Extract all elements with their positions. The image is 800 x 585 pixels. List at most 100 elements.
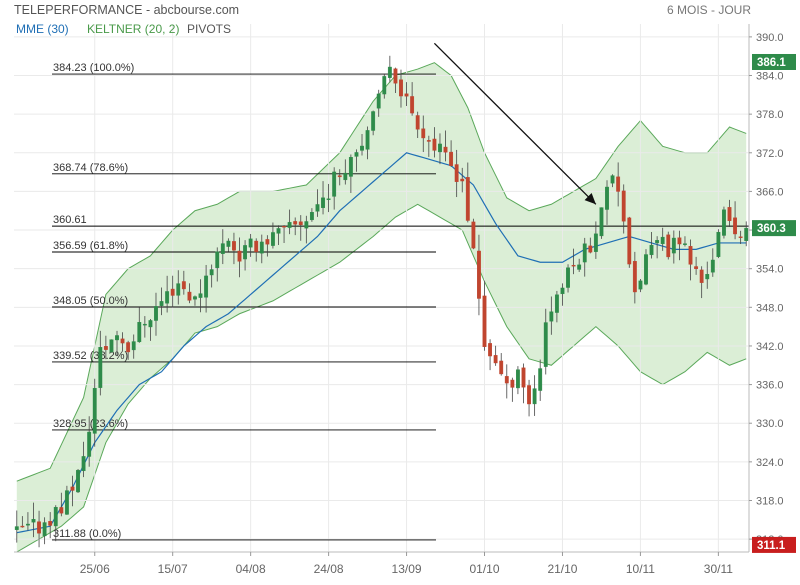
candle-down: [621, 190, 626, 222]
candle-down: [254, 240, 259, 253]
candle-down: [733, 217, 738, 235]
candle-up: [705, 274, 710, 280]
min-price-badge-bg: [752, 536, 796, 553]
candle-up: [276, 228, 281, 234]
candle-up: [137, 321, 142, 343]
candle-up: [198, 293, 203, 298]
candle-down: [493, 355, 498, 364]
candle-up: [165, 291, 170, 304]
candle-up: [215, 251, 220, 269]
candle-up: [209, 269, 214, 276]
chart-period[interactable]: 6 MOIS - JOUR: [667, 3, 751, 17]
candle-up: [31, 519, 36, 523]
candle-up: [744, 227, 749, 241]
candle-up: [81, 456, 86, 472]
candle-up: [644, 254, 648, 285]
candle-up: [64, 490, 69, 515]
candle-up: [638, 280, 643, 290]
candle-down: [399, 79, 403, 97]
candle-up: [204, 275, 209, 298]
candle-up: [248, 238, 253, 248]
candle-down: [699, 269, 704, 283]
y-tick-label: 342.0: [756, 341, 784, 353]
candle-down: [282, 225, 286, 228]
x-tick-label: 01/10: [469, 562, 499, 576]
candle-up: [287, 222, 292, 228]
candle-down: [20, 525, 25, 528]
candle-down: [688, 246, 693, 265]
y-tick-label: 372.0: [756, 148, 784, 160]
candle-down: [527, 385, 531, 405]
candle-up: [710, 259, 715, 273]
candle-up: [243, 245, 248, 260]
candle-down: [510, 379, 515, 388]
candle-up: [159, 301, 164, 306]
legend-keltner[interactable]: KELTNER (20, 2): [87, 22, 179, 36]
candle-down: [443, 146, 448, 153]
x-tick-label: 24/08: [314, 562, 344, 576]
keltner-lower-line: [16, 203, 747, 553]
legend-pivots[interactable]: PIVOTS: [187, 22, 231, 36]
candle-up: [605, 186, 609, 210]
y-tick-label: 378.0: [756, 109, 784, 121]
max-price-badge: 386.1: [757, 57, 786, 69]
candle-up: [87, 431, 92, 457]
candle-up: [315, 204, 320, 212]
candle-down: [410, 96, 415, 114]
fib-label: 348.05 (50.0%): [53, 295, 128, 307]
trend-arrow-group: [433, 42, 597, 205]
candle-up: [660, 236, 665, 245]
candle-up: [304, 221, 309, 229]
x-tick-label: 21/10: [547, 562, 577, 576]
fib-label: 339.52 (38.2%): [53, 350, 128, 362]
last-price-badge: 360.3: [757, 223, 786, 235]
candle-down: [237, 250, 242, 262]
candle-up: [220, 243, 225, 254]
candle-up: [115, 335, 119, 341]
candle-up: [543, 322, 548, 367]
candle-up: [131, 341, 136, 351]
candle-up: [722, 209, 726, 236]
y-tick-label: 384.0: [756, 71, 784, 83]
candle-down: [499, 360, 504, 375]
candle-up: [549, 311, 554, 322]
y-tick-label: 390.0: [756, 32, 784, 44]
trend-arrow-head: [584, 192, 596, 205]
candle-down: [460, 178, 465, 182]
x-tick-label: 25/06: [80, 562, 110, 576]
candle-down: [727, 207, 732, 221]
fib-label: 328.95 (23.6%): [53, 418, 128, 430]
candle-down: [404, 93, 409, 97]
last-price-badge-bg: [752, 220, 796, 237]
candle-down: [632, 261, 637, 293]
candle-down: [181, 281, 186, 290]
candle-down: [187, 291, 192, 301]
fib-label: 368.74 (78.6%): [53, 162, 128, 174]
keltner-upper-line: [16, 62, 747, 482]
candle-up: [515, 369, 520, 389]
candle-down: [738, 236, 743, 238]
candle-down: [694, 266, 699, 270]
y-tick-label: 330.0: [756, 418, 784, 430]
candle-up: [655, 240, 660, 244]
candle-down: [120, 338, 125, 344]
candle-up: [438, 143, 442, 153]
candle-down: [232, 241, 236, 251]
candle-up: [716, 232, 721, 257]
candle-down: [293, 221, 298, 225]
candle-up: [76, 469, 80, 493]
legend-mme[interactable]: MME (30): [16, 22, 69, 36]
candle-down: [393, 68, 398, 84]
candle-down: [426, 140, 431, 142]
candle-down: [421, 128, 426, 139]
candle-down: [504, 376, 509, 384]
candle-down: [103, 346, 108, 350]
candle-up: [554, 294, 559, 313]
candle-down: [465, 177, 470, 221]
candle-down: [677, 237, 682, 245]
mme-line-group: [16, 152, 747, 534]
candle-up: [671, 237, 676, 254]
candle-up: [532, 388, 537, 405]
candle-down: [477, 250, 481, 299]
